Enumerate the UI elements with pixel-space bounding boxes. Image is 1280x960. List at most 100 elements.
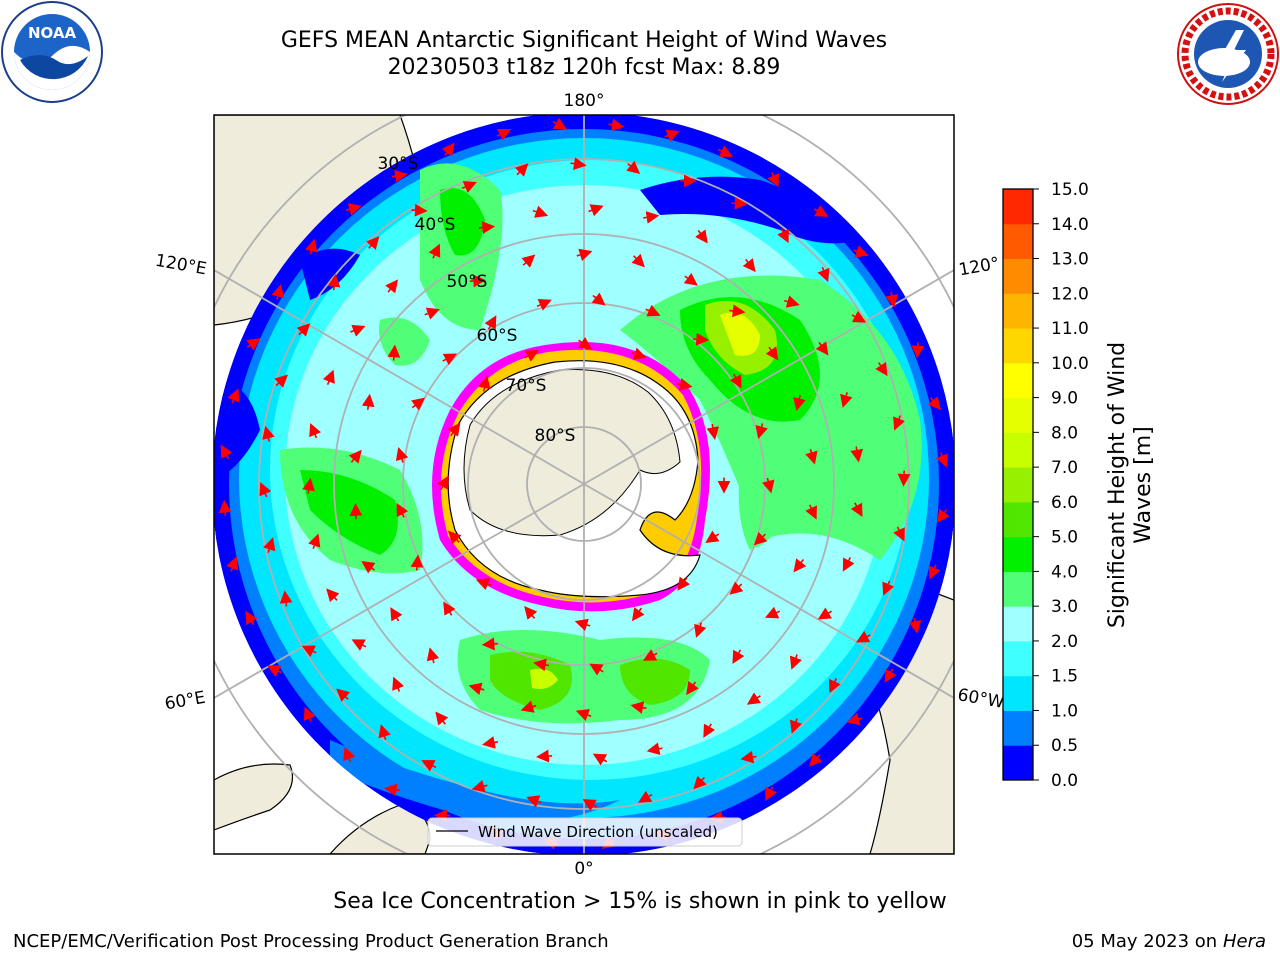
wind-wave-arrow [302, 477, 315, 494]
wind-wave-arrow [461, 181, 477, 193]
wind-wave-arrow [729, 581, 744, 595]
wind-wave-arrow [536, 299, 552, 311]
wind-wave-arrow [524, 350, 540, 362]
wind-wave-arrow [326, 588, 340, 603]
wind-wave-arrow [643, 211, 660, 224]
colorbar-tick-label: 0.5 [1051, 736, 1078, 756]
wind-wave-arrow [383, 783, 401, 797]
wind-wave-arrow [694, 622, 707, 638]
wind-wave-arrow [850, 446, 864, 463]
colorbar-segment [1003, 675, 1033, 711]
colorbar-tick-label: 2.0 [1051, 632, 1078, 652]
wind-wave-arrow [850, 502, 863, 518]
wind-wave-arrow [793, 395, 806, 412]
wind-wave-arrow [732, 649, 745, 664]
colorbar-tick-label: 4.0 [1051, 562, 1078, 582]
wind-wave-arrow [570, 157, 587, 170]
wind-wave-arrow [908, 617, 922, 634]
plot-subtitle: 20230503 t18z 120h fcst Max: 8.89 [387, 55, 781, 80]
wind-wave-arrow [471, 780, 488, 793]
wind-wave-arrow [435, 711, 449, 726]
africa-land [214, 763, 294, 831]
sea-ice-note: Sea Ice Concentration > 15% is shown in … [333, 889, 947, 914]
wind-wave-arrow [815, 341, 829, 356]
wind-wave-arrow [882, 580, 895, 596]
wind-wave-arrow [608, 118, 625, 132]
wind-wave-arrow [897, 470, 911, 487]
wind-wave-arrow [753, 531, 768, 546]
wind-wave-arrow [308, 533, 321, 549]
wind-wave-arrow [746, 692, 762, 705]
wind-wave-arrow [478, 221, 496, 234]
wind-wave-arrow [631, 253, 645, 268]
colorbar-tick-label: 6.0 [1051, 493, 1078, 513]
colorbar-tick-label: 5.0 [1051, 528, 1078, 548]
wind-wave-arrow [552, 117, 567, 130]
colorbar-tick-label: 15.0 [1051, 180, 1089, 200]
wind-wave-arrow [591, 292, 606, 306]
wind-wave-arrow [630, 701, 647, 714]
wind-wave-arrow [676, 378, 693, 391]
wind-wave-arrow [322, 369, 335, 385]
wind-wave-arrow [928, 564, 941, 580]
wind-wave-arrow [683, 272, 698, 286]
colorbar-segment [1003, 536, 1033, 572]
wind-wave-arrow [575, 709, 592, 722]
wind-wave-arrow [911, 342, 925, 359]
footer-date-text: 05 May 2023 on [1071, 931, 1218, 952]
wind-wave-arrow [936, 452, 948, 468]
wind-wave-arrow [777, 228, 789, 244]
wind-wave-arrow [789, 718, 803, 734]
colorbar-segment [1003, 397, 1033, 433]
wind-wave-arrow [424, 307, 440, 320]
lon-label-120w: 120° [957, 254, 1001, 281]
wind-wave-arrow [378, 724, 391, 741]
wind-wave-arrow [846, 712, 863, 726]
wind-wave-arrow [447, 530, 462, 545]
wind-wave-arrow [631, 347, 647, 360]
wind-wave-arrow [576, 248, 593, 262]
colorbar-segment [1003, 467, 1033, 503]
wind-wave-arrow [533, 658, 550, 672]
wind-wave-arrow [718, 145, 733, 157]
wind-wave-arrow [305, 238, 318, 255]
wind-wave-arrow [496, 128, 512, 141]
wind-wave-arrow [428, 243, 441, 259]
colorbar-tick-label: 8.0 [1051, 423, 1078, 443]
wind-wave-arrow [279, 590, 293, 607]
wind-wave-arrow [893, 415, 905, 431]
wind-wave-arrow [767, 172, 780, 188]
wind-wave-arrow [809, 752, 823, 767]
lon-label-60e: 60°E [163, 688, 207, 715]
wind-wave-arrow [271, 284, 284, 301]
wind-wave-arrow [262, 425, 275, 442]
colorbar-tick-label: 3.0 [1051, 597, 1078, 617]
wind-wave-arrow [441, 142, 455, 157]
wind-wave-arrow [793, 558, 807, 573]
plot-title: GEFS MEAN Antarctic Significant Height o… [280, 28, 888, 53]
wind-wave-arrow [851, 310, 867, 323]
wind-wave-arrow [351, 639, 367, 651]
wind-wave-arrow [642, 649, 658, 661]
colorbar-tick-label: 1.0 [1051, 701, 1078, 721]
colorbar-segment [1003, 745, 1033, 781]
wind-wave-arrow [392, 676, 405, 692]
wind-wave-arrow [765, 786, 777, 802]
wind-wave-arrow [484, 315, 497, 330]
wind-wave-arrow [853, 245, 869, 258]
wind-wave-arrow [638, 790, 653, 803]
colorbar-segment [1003, 223, 1033, 260]
wind-wave-arrow [574, 618, 591, 632]
wind-wave-arrow [927, 396, 941, 411]
wind-wave-arrow [764, 606, 781, 619]
wind-wave-arrow [387, 344, 401, 361]
colorbar: 0.0 0.5 1.0 1.5 2.0 3.0 4.0 5.0 6.0 7.0 8.0 9.0 10.0… [1002, 180, 1089, 791]
wind-wave-arrow [266, 665, 282, 677]
wind-wave-arrow [855, 630, 871, 643]
wind-wave-arrow [524, 605, 538, 620]
wind-wave-arrow [536, 749, 553, 763]
wind-wave-arrow [411, 203, 428, 217]
wind-wave-arrow [762, 477, 775, 494]
wind-wave-arrow [478, 375, 491, 392]
